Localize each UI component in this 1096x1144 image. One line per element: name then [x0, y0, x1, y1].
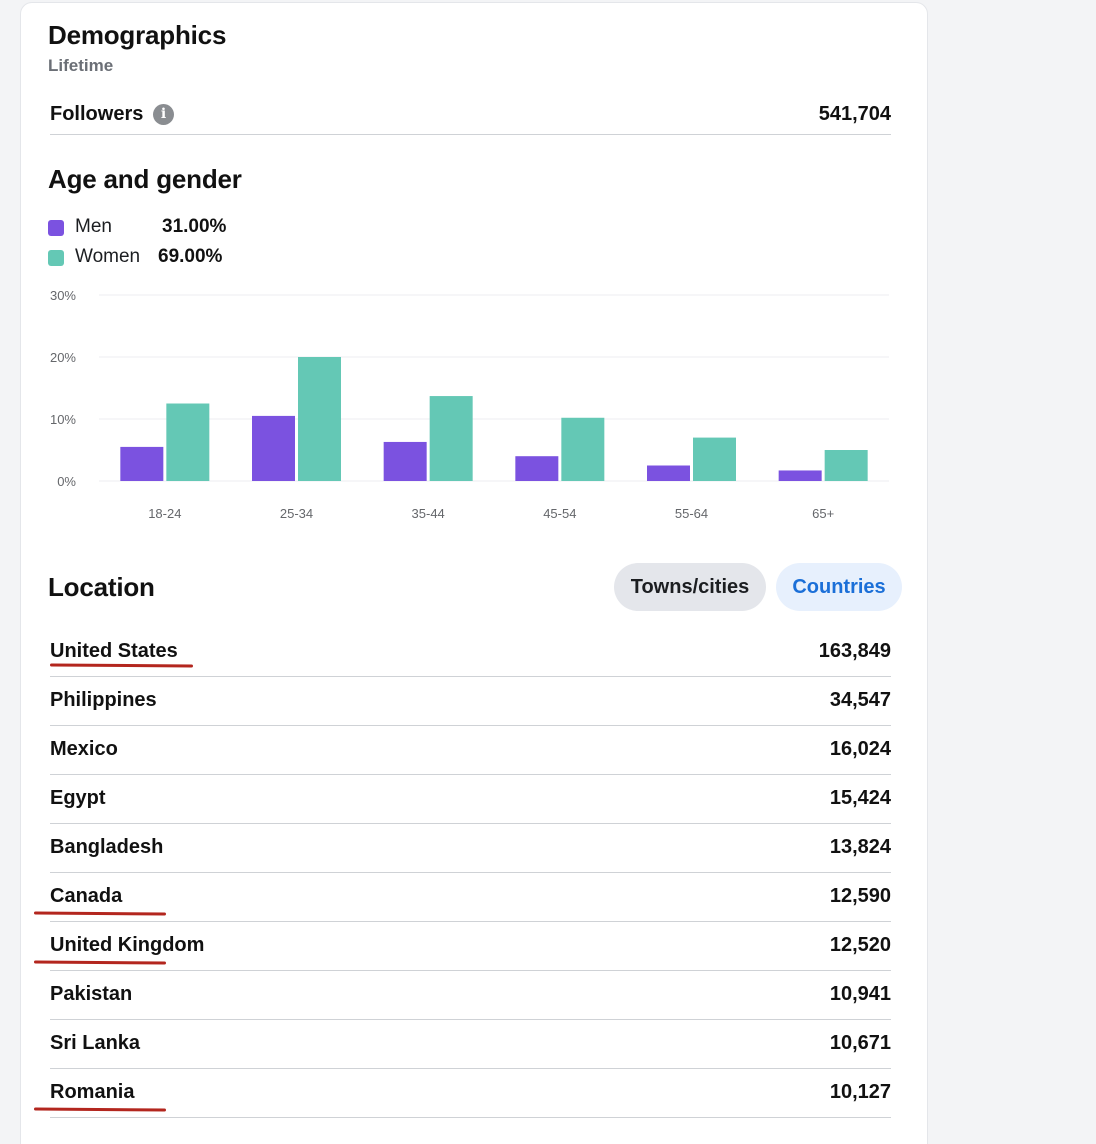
location-row: Romania 10,127: [33, 1069, 891, 1118]
location-row: United Kingdom 12,520: [33, 922, 891, 971]
red-underline-annotation: [33, 1107, 167, 1112]
followers-value: 541,704: [818, 103, 891, 125]
location-value: 10,671: [829, 1032, 891, 1054]
legend-swatch-women: [48, 250, 64, 266]
location-name: Pakistan: [50, 983, 133, 1005]
bar-men-25-34[interactable]: [252, 415, 295, 481]
demographics-card: Demographics Lifetime Followers i 541,70…: [20, 2, 928, 1144]
location-title: Location: [48, 572, 155, 602]
location-name: United States: [50, 640, 178, 662]
location-value: 12,520: [829, 934, 891, 956]
red-underline-annotation: [33, 960, 167, 965]
location-row: United States 163,849: [49, 628, 891, 677]
bar-men-35-44[interactable]: [383, 441, 427, 481]
red-underline-annotation: [49, 663, 194, 668]
location-row: Philippines 34,547: [50, 677, 891, 726]
location-name: Sri Lanka: [50, 1032, 141, 1054]
bar-men-65+[interactable]: [778, 470, 822, 481]
bar-men-55-64[interactable]: [647, 465, 690, 482]
location-list: United States 163,849 Philippines 34,547 Mex…: [33, 628, 891, 1118]
location-name: United Kingdom: [50, 934, 205, 956]
bar-women-45-54[interactable]: [561, 417, 605, 481]
location-row: Sri Lanka 10,671: [50, 1020, 891, 1069]
card-title: Demographics: [48, 20, 227, 50]
location-name: Egypt: [50, 787, 106, 809]
legend-label-men: Men: [75, 216, 112, 237]
location-name: Bangladesh: [50, 836, 164, 858]
tab-towns-cities[interactable]: Towns/cities: [614, 563, 766, 611]
location-value: 10,127: [829, 1081, 891, 1103]
x-tick-label: 55-64: [675, 506, 708, 521]
bar-men-45-54[interactable]: [515, 456, 559, 481]
location-value: 12,590: [829, 885, 891, 907]
y-tick-label: 10%: [50, 412, 76, 427]
location-name: Canada: [50, 885, 123, 907]
location-row: Bangladesh 13,824: [50, 824, 891, 873]
location-value: 163,849: [818, 640, 891, 662]
location-value: 16,024: [829, 738, 891, 760]
location-name: Philippines: [50, 689, 157, 711]
y-tick-label: 20%: [50, 350, 76, 365]
location-value: 34,547: [829, 689, 891, 711]
legend-pct-men: 31.00%: [162, 216, 227, 237]
bar-women-18-24[interactable]: [166, 403, 210, 482]
location-name: Romania: [50, 1081, 135, 1103]
x-tick-label: 45-54: [543, 506, 576, 521]
location-row: Egypt 15,424: [50, 775, 891, 824]
bar-men-18-24[interactable]: [120, 446, 164, 481]
legend-label-women: Women: [75, 246, 141, 267]
followers-row: Followers i 541,704: [50, 101, 891, 135]
card-subtitle: Lifetime: [48, 56, 114, 75]
x-tick-label: 18-24: [148, 506, 181, 521]
location-row: Pakistan 10,941: [50, 971, 891, 1020]
age-gender-chart-svg: 0% 10% 20% 30% 18-24 25-34 35-44 45-54 55-64 65+: [50, 288, 889, 521]
location-value: 15,424: [829, 787, 891, 809]
bar-women-35-44[interactable]: [429, 396, 473, 481]
location-value: 10,941: [829, 983, 891, 1005]
x-tick-label: 25-34: [280, 506, 313, 521]
info-icon[interactable]: i: [153, 104, 174, 125]
location-row: Canada 12,590: [33, 873, 891, 922]
legend-swatch-men: [48, 220, 64, 236]
bar-women-65+[interactable]: [824, 450, 868, 481]
tab-countries[interactable]: Countries: [776, 563, 902, 611]
bar-women-25-34[interactable]: [298, 357, 341, 481]
red-underline-annotation: [33, 911, 167, 916]
age-gender-title: Age and gender: [48, 164, 242, 194]
location-name: Mexico: [50, 738, 118, 760]
x-tick-label: 35-44: [412, 506, 445, 521]
location-row: Mexico 16,024: [50, 726, 891, 775]
followers-label: Followers: [50, 103, 144, 125]
bar-women-55-64[interactable]: [693, 437, 736, 481]
y-tick-label: 0%: [57, 474, 76, 489]
y-tick-label: 30%: [50, 288, 76, 303]
legend-pct-women: 69.00%: [158, 246, 223, 267]
age-gender-chart: 0% 10% 20% 30% 18-24 25-34 35-44 45-54 55-64 65+: [21, 283, 929, 533]
location-value: 13,824: [829, 836, 891, 858]
x-tick-label: 65+: [812, 506, 834, 521]
